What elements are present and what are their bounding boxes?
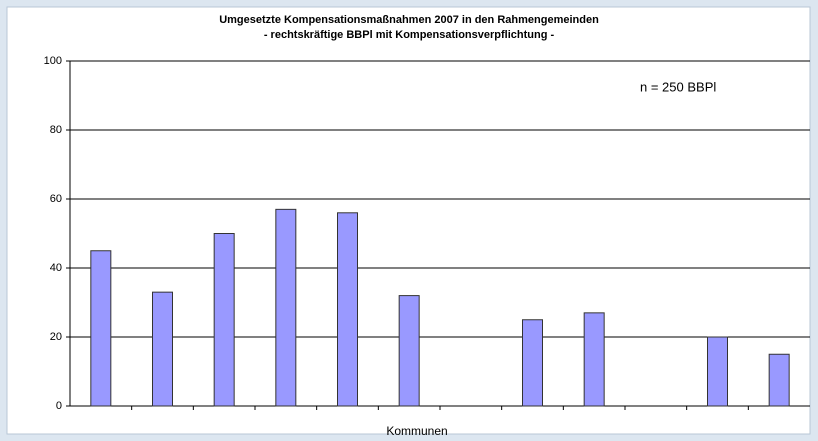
chart-title: Umgesetzte Kompensationsmaßnahmen 2007 i…: [219, 14, 599, 26]
y-tick-label: 80: [50, 124, 62, 136]
y-tick-label: 100: [44, 55, 62, 67]
bar: [213, 233, 235, 407]
y-tick-label: 40: [50, 262, 62, 274]
y-tick-label: 60: [50, 193, 62, 205]
bar: [707, 336, 728, 407]
bar: [337, 212, 358, 407]
bar: [152, 291, 173, 407]
chart-subtitle: - rechtskräftige BBPl mit Kompensationsv…: [264, 29, 555, 41]
annotation: n = 250 BBPl: [640, 79, 716, 94]
bar: [522, 319, 543, 407]
bar: [583, 312, 605, 407]
y-tick-label: 20: [50, 331, 62, 343]
x-axis-label: Kommunen: [386, 424, 447, 438]
bar: [768, 353, 790, 407]
bar: [275, 208, 297, 407]
y-tick-label: 0: [56, 400, 62, 412]
bar: [398, 295, 420, 407]
bar: [90, 250, 112, 407]
